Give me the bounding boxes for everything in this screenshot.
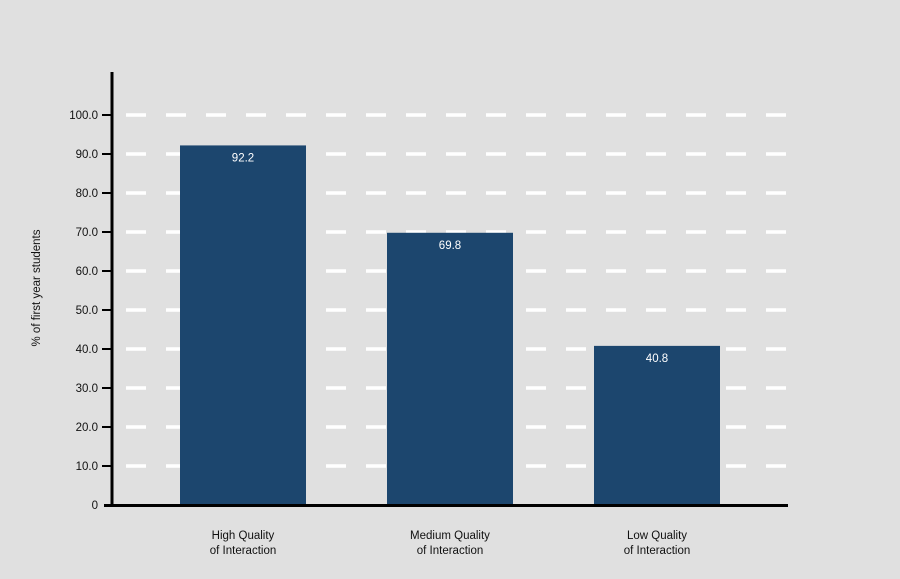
y-tick-label: 100.0 <box>69 110 98 122</box>
x-tick-labels: High Quality of Interaction Medium Quality… <box>210 530 690 557</box>
y-tick-label: 50.0 <box>76 305 98 317</box>
y-axis-label: % of first year students <box>31 229 43 346</box>
y-tick-label: 60.0 <box>76 266 98 278</box>
y-tick-label: 90.0 <box>76 149 98 161</box>
category-label: of Interaction <box>417 545 483 557</box>
y-tick-label: 70.0 <box>76 227 98 239</box>
category-label: High Quality <box>212 530 275 542</box>
category-label: Low Quality <box>627 530 687 542</box>
data-label: 92.2 <box>232 152 254 164</box>
y-tick-label: 30.0 <box>76 383 98 395</box>
data-label: 40.8 <box>646 353 668 365</box>
y-tick-labels: 0 10.0 20.0 30.0 40.0 50.0 60.0 70.0 80.0 90.0 100… <box>69 110 112 512</box>
y-tick-label: 80.0 <box>76 188 98 200</box>
axes <box>104 72 788 507</box>
y-tick-label: 40.0 <box>76 344 98 356</box>
y-tick-label: 0 <box>92 500 98 512</box>
bar <box>594 345 720 505</box>
bars: 92.2 69.8 40.8 <box>180 145 720 506</box>
category-label: Medium Quality <box>410 530 490 542</box>
data-label: 69.8 <box>439 240 461 252</box>
bar <box>387 232 513 505</box>
y-tick-label: 20.0 <box>76 422 98 434</box>
category-label: of Interaction <box>210 545 276 557</box>
category-label: of Interaction <box>624 545 690 557</box>
bar <box>180 145 306 506</box>
y-tick-label: 10.0 <box>76 461 98 473</box>
